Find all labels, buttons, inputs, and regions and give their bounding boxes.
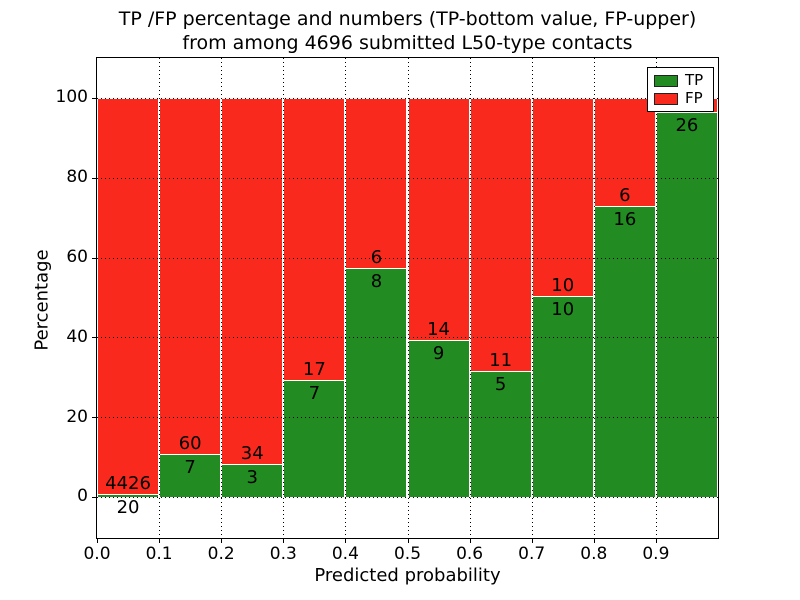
x-tickmark <box>469 539 471 543</box>
legend-label-fp: FP <box>685 89 703 107</box>
tp-count-label: 8 <box>370 270 383 292</box>
tp-bar-segment <box>407 340 470 497</box>
fp-bar-segment <box>283 97 346 381</box>
y-tickmark <box>92 177 96 179</box>
x-gridline <box>345 58 347 538</box>
legend: TP FP <box>647 67 714 112</box>
legend-label-tp: TP <box>685 71 704 89</box>
x-tick-label: 0.1 <box>145 544 173 564</box>
legend-item-fp: FP <box>654 91 707 106</box>
fp-count-label: 10 <box>551 275 575 297</box>
x-tick-label: 0.6 <box>456 544 484 564</box>
y-tick-label: 60 <box>66 247 88 267</box>
tp-bar-segment <box>655 112 718 497</box>
tp-count-label: 7 <box>308 382 321 404</box>
y-tickmark <box>92 417 96 419</box>
tp-count-label: 10 <box>551 299 575 321</box>
y-tick-label: 20 <box>66 406 88 427</box>
y-tick-label: 80 <box>66 167 88 188</box>
y-tick-label: 100 <box>55 87 88 108</box>
x-tickmark <box>97 539 98 543</box>
fp-bar-segment <box>593 97 656 207</box>
x-gridline <box>655 58 657 538</box>
x-tick-label: 0.3 <box>269 544 297 564</box>
x-tickmark <box>655 539 657 543</box>
fp-color-swatch <box>654 92 678 105</box>
tp-count-label: 3 <box>246 466 258 488</box>
tp-bar-segment <box>283 380 346 497</box>
x-tickmark <box>283 539 285 543</box>
fp-count-label: 6 <box>370 246 383 268</box>
tp-bar-segment <box>345 268 408 497</box>
x-tickmark <box>531 539 533 543</box>
x-axis-label: Predicted probability <box>314 565 501 586</box>
x-gridline <box>159 58 161 538</box>
tp-bar-segment <box>159 455 222 497</box>
x-tickmark <box>407 539 409 543</box>
fp-count-label: 4426 <box>105 473 151 495</box>
x-tickmark <box>221 539 223 543</box>
x-tick-label: 0.7 <box>518 544 546 564</box>
chart-title: TP /FP percentage and numbers (TP-bottom… <box>97 8 718 55</box>
tp-count-label: 7 <box>184 457 196 479</box>
x-tickmark <box>593 539 595 543</box>
x-tickmark <box>159 539 161 543</box>
fp-bar-segment <box>469 97 532 373</box>
fp-count-label: 14 <box>427 318 450 340</box>
x-gridline <box>221 58 223 538</box>
x-tickmark <box>345 539 347 543</box>
fp-count-label: 17 <box>302 358 326 380</box>
x-tick-label: 0.4 <box>331 544 359 564</box>
x-gridline <box>407 58 409 538</box>
y-tickmark <box>92 97 96 99</box>
y-tickmark <box>92 496 96 498</box>
tp-count-label: 5 <box>494 374 507 396</box>
fp-bar-segment <box>221 97 284 465</box>
fp-bar-segment <box>159 97 222 456</box>
x-tick-label: 0.9 <box>642 544 670 564</box>
chart-title-line2: from among 4696 submitted L50-type conta… <box>182 31 633 54</box>
x-gridline <box>593 58 595 538</box>
tp-bar-segment <box>97 495 160 497</box>
x-gridline <box>283 58 285 538</box>
x-tick-label: 0.2 <box>207 544 235 564</box>
x-tick-label: 0.5 <box>393 544 422 564</box>
fp-bar-segment <box>97 97 160 496</box>
y-tickmark <box>92 337 96 339</box>
fp-count-label: 34 <box>240 442 264 464</box>
chart-title-line1: TP /FP percentage and numbers (TP-bottom… <box>118 8 697 30</box>
x-tick-label: 0.0 <box>83 544 111 564</box>
tp-color-swatch <box>654 74 678 87</box>
fp-count-label: 60 <box>178 433 202 455</box>
tp-count-label: 16 <box>613 208 637 230</box>
tp-bar-segment <box>531 297 594 497</box>
tp-bar-segment <box>593 206 656 497</box>
legend-item-tp: TP <box>654 73 707 88</box>
fp-count-label: 11 <box>489 350 513 372</box>
tp-count-label: 9 <box>432 342 445 364</box>
y-tickmark <box>92 257 96 259</box>
fp-bar-segment <box>345 97 408 269</box>
x-gridline <box>469 58 471 538</box>
fp-bar-segment <box>531 97 594 298</box>
fp-count-label: 6 <box>619 184 631 206</box>
tp-count-label: 20 <box>116 497 140 519</box>
y-tick-label: 40 <box>66 326 88 347</box>
fp-bar-segment <box>407 97 470 341</box>
y-tick-label: 0 <box>77 486 88 507</box>
x-tick-label: 0.8 <box>580 544 608 564</box>
x-gridline <box>531 58 533 538</box>
tp-count-label: 26 <box>675 114 699 136</box>
